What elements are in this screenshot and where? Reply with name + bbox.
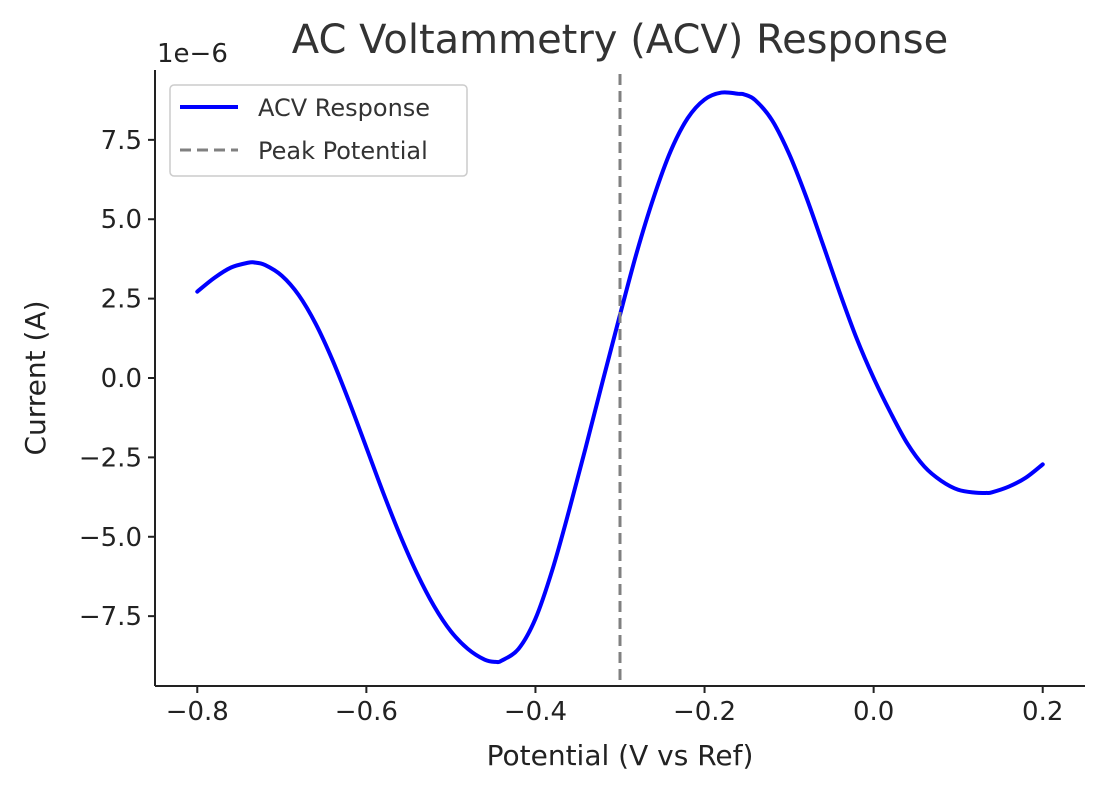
- x-tick-label: −0.2: [673, 697, 736, 727]
- x-tick-label: −0.4: [504, 697, 567, 727]
- x-tick-label: 0.0: [853, 697, 894, 727]
- y-axis-ticks: −7.5 −5.0 −2.5 0.0 2.5 5.0 7.5: [79, 126, 155, 632]
- y-axis-label: Current (A): [19, 300, 52, 455]
- x-tick-label: 0.2: [1022, 697, 1063, 727]
- x-tick-label: −0.8: [166, 697, 229, 727]
- legend-label-peak-potential: Peak Potential: [258, 137, 428, 165]
- y-tick-label: 2.5: [101, 285, 142, 315]
- y-tick-label: 0.0: [101, 364, 142, 394]
- legend: ACV Response Peak Potential: [169, 84, 468, 177]
- chart-title: AC Voltammetry (ACV) Response: [292, 17, 948, 63]
- y-tick-label: 5.0: [101, 205, 142, 235]
- y-tick-label: −2.5: [79, 443, 142, 473]
- y-offset-text: 1e−6: [157, 39, 228, 69]
- x-axis-label: Potential (V vs Ref): [487, 739, 754, 772]
- y-tick-label: −5.0: [79, 523, 142, 553]
- x-axis-ticks: −0.8 −0.6 −0.4 −0.2 0.0 0.2: [166, 686, 1063, 727]
- x-tick-label: −0.6: [335, 697, 398, 727]
- legend-box: [169, 84, 468, 177]
- y-tick-label: 7.5: [101, 126, 142, 156]
- plot-area: −0.8 −0.6 −0.4 −0.2 0.0 0.2 −7.5 −5.0 −2.5 0.0 2.…: [79, 70, 1085, 727]
- legend-label-acv-response: ACV Response: [258, 94, 430, 122]
- series-layer: [195, 74, 1045, 686]
- y-tick-label: −7.5: [79, 602, 142, 632]
